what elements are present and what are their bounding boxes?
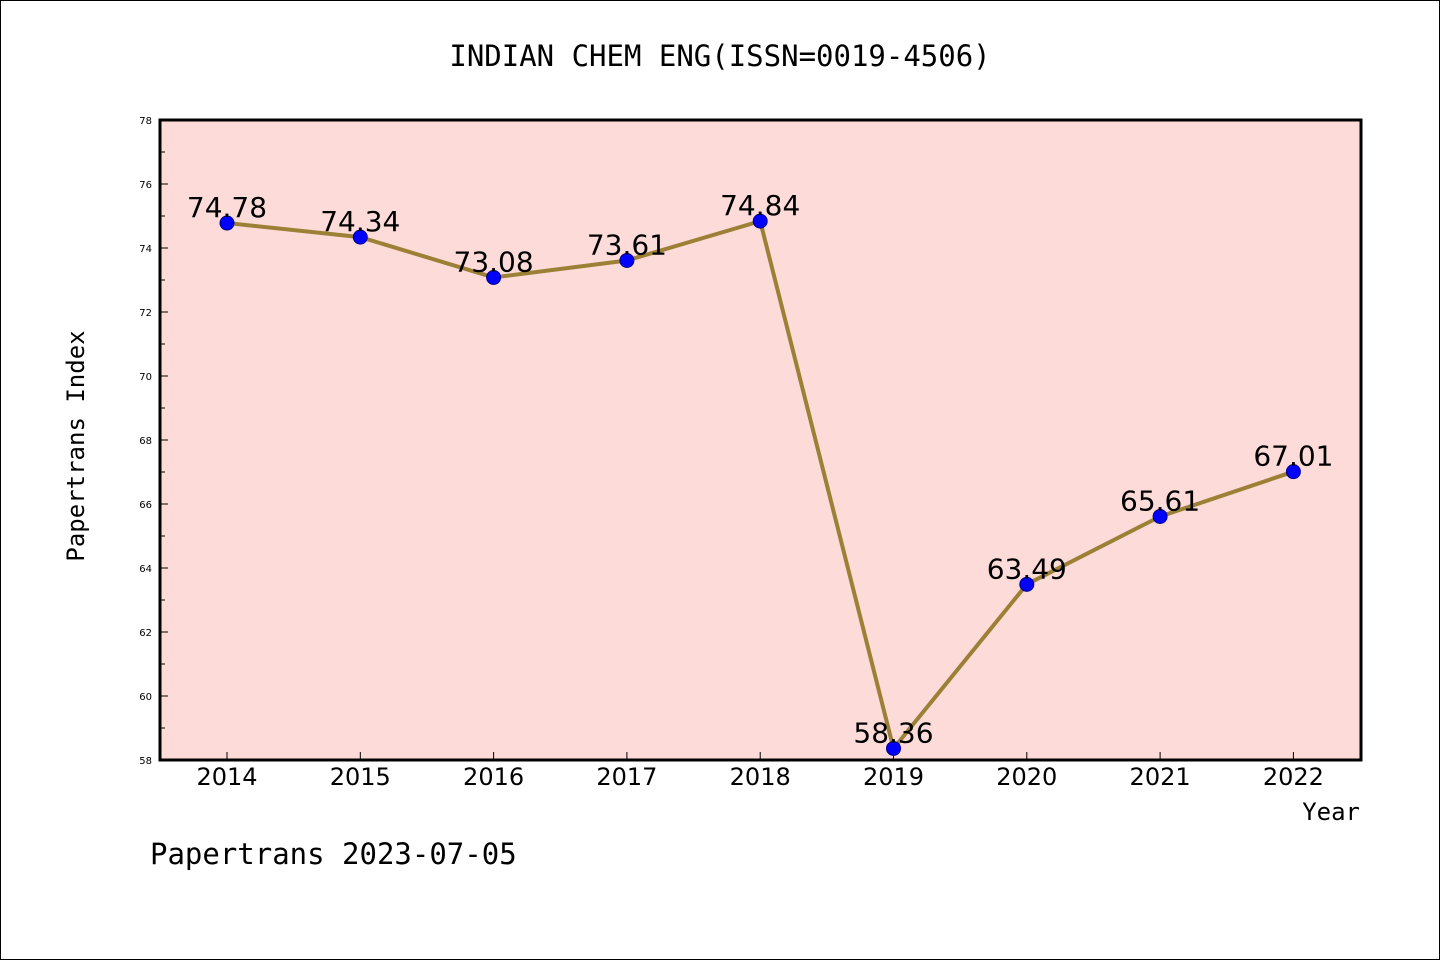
y-tick-label: 72 <box>139 308 152 319</box>
y-tick-label: 68 <box>139 436 152 447</box>
data-label: 74.84 <box>720 189 800 222</box>
y-tick-label: 60 <box>139 692 152 703</box>
data-point <box>1152 508 1168 524</box>
y-tick-label: 70 <box>139 372 152 383</box>
y-tick-label: 76 <box>139 180 152 191</box>
y-axis-label: Papertrans Index <box>62 330 90 561</box>
data-point <box>619 252 635 268</box>
data-label: 74.78 <box>187 191 267 224</box>
y-tick-label: 78 <box>139 116 152 127</box>
data-label: 65.61 <box>1120 484 1200 517</box>
data-point <box>1019 576 1035 592</box>
y-tick-label: 62 <box>139 628 152 639</box>
data-label: 73.61 <box>587 228 667 261</box>
x-tick-label: 2014 <box>196 763 257 791</box>
chart-title: INDIAN CHEM ENG(ISSN=0019-4506) <box>449 39 990 73</box>
x-tick-label: 2022 <box>1263 763 1324 791</box>
y-tick-label: 66 <box>139 500 152 511</box>
data-label: 67.01 <box>1253 440 1333 473</box>
x-tick-label: 2018 <box>730 763 791 791</box>
data-point <box>486 269 502 285</box>
x-axis-label: Year <box>1302 798 1360 826</box>
series-layer: 74.78 74.34 73.08 73.61 74.84 58.36 63.49 65.61… <box>187 189 1333 756</box>
x-tick-label: 2019 <box>863 763 924 791</box>
data-label: 73.08 <box>454 245 534 278</box>
x-tick-label: 2021 <box>1130 763 1191 791</box>
y-tick-label: 58 <box>139 756 152 767</box>
x-tick-label: 2020 <box>996 763 1057 791</box>
data-point <box>1285 464 1301 480</box>
data-label: 74.34 <box>320 205 400 238</box>
data-label: 63.49 <box>987 552 1067 585</box>
x-axis: 2014 2015 2016 2017 2018 2019 2020 2021 2022 <box>196 752 1324 791</box>
y-tick-label: 74 <box>139 244 152 255</box>
x-tick-label: 2017 <box>596 763 657 791</box>
data-point <box>752 213 768 229</box>
data-point <box>219 215 235 231</box>
x-tick-label: 2015 <box>330 763 391 791</box>
data-point <box>886 740 901 756</box>
x-tick-label: 2016 <box>463 763 524 791</box>
plot-border <box>158 118 1363 762</box>
footer-credit: Papertrans 2023-07-05 <box>150 837 517 871</box>
data-point <box>352 229 368 245</box>
y-tick-label: 64 <box>139 564 152 575</box>
data-label: 58.36 <box>853 716 933 749</box>
